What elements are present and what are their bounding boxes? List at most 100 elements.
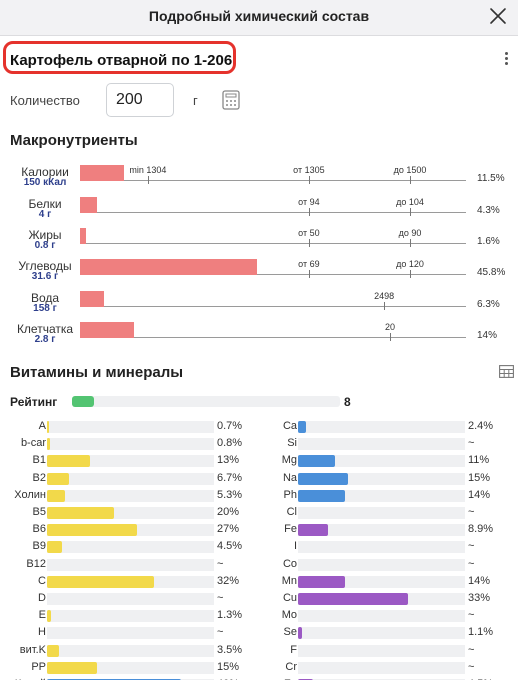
mineral-row: F ~ (261, 644, 511, 658)
nutrient-name: Co (282, 557, 297, 570)
macro-name: Белки (28, 197, 62, 211)
nutrient-bar (298, 593, 465, 605)
close-icon[interactable] (486, 4, 510, 28)
macro-tick (410, 208, 412, 216)
macro-tick-label: от 1305 (293, 165, 325, 175)
macro-tick-label: до 104 (396, 197, 424, 207)
mineral-row: Mo ~ (261, 609, 511, 623)
macro-amount: 0.8 г (34, 240, 56, 251)
quantity-input[interactable] (106, 83, 174, 117)
macro-row: Клетчатка 2.8 г 20 14% (0, 322, 518, 352)
nutrient-name: Холин (14, 488, 46, 501)
macro-name: Углеводы (18, 259, 72, 273)
nutrient-bar (47, 627, 214, 640)
vitamin-row: PP 15% (10, 661, 260, 675)
macro-tick (389, 333, 391, 341)
nutrient-name: Калий (10, 678, 46, 680)
nutrient-percent: 2.4% (468, 420, 494, 432)
vitamin-row: A 0.7% (10, 420, 260, 434)
mineral-row: Cu 33% (261, 592, 511, 606)
nutrient-percent: ~ (468, 557, 475, 570)
nutrient-bar (47, 507, 214, 519)
macro-axis (80, 212, 466, 213)
macro-amount: 2.8 г (34, 334, 56, 345)
nutrient-bar (298, 421, 465, 433)
macro-tick (410, 239, 412, 247)
nutrient-percent: 11% (468, 454, 490, 467)
nutrient-bar (47, 593, 214, 605)
macro-tick-label: от 69 (298, 259, 320, 269)
nutrient-name: Mn (281, 574, 297, 587)
mineral-row: Mg 11% (261, 454, 511, 468)
vitamin-row: B6 27% (10, 523, 260, 537)
vitamin-row: Холин 5.3% (10, 489, 260, 503)
macro-bar (80, 291, 105, 307)
nutrient-fill (298, 627, 302, 640)
macro-name: Жиры (28, 228, 62, 242)
nutrient-name: A (38, 420, 46, 432)
nutrient-bar (47, 524, 214, 537)
product-name: Картофель отварной по 1-206 (10, 52, 233, 69)
nutrient-bar (298, 558, 465, 571)
mineral-row: Na 15% (261, 472, 511, 486)
macro-name: Калории (21, 165, 69, 179)
nutrient-percent: ~ (217, 557, 224, 570)
macro-percent: 45.8% (477, 267, 506, 278)
nutrient-name: Mg (281, 454, 297, 467)
vitamin-row: B9 4.5% (10, 540, 260, 554)
nutrient-bar (47, 558, 214, 571)
nutrient-bar (298, 524, 465, 537)
nutrient-fill (47, 575, 154, 588)
quantity-label: Количество (10, 93, 80, 108)
nutrient-name: Cr (285, 660, 297, 673)
nutrient-fill (47, 472, 70, 485)
table-icon[interactable] (499, 365, 514, 378)
macro-tick (308, 208, 310, 216)
macro-amount: 31.6 г (31, 271, 59, 282)
macro-percent: 4.3% (477, 205, 500, 216)
nutrient-fill (47, 455, 91, 468)
nutrient-percent: 0.8% (217, 437, 243, 450)
macro-bar (80, 228, 87, 244)
nutrient-bar (298, 627, 465, 640)
nutrient-percent: ~ (468, 540, 475, 553)
nutrient-name: Mo (281, 609, 297, 622)
nutrient-bar (47, 575, 214, 588)
nutrient-percent: 40% (217, 678, 239, 680)
nutrient-bar (47, 489, 214, 502)
nutrient-bar (298, 507, 465, 519)
macro-percent: 6.3% (477, 299, 500, 310)
nutrient-name: B2 (32, 471, 46, 484)
nutrient-fill (298, 489, 345, 502)
macro-axis (80, 337, 466, 338)
mineral-row: Cl ~ (261, 506, 511, 520)
nutrient-bar (47, 661, 214, 674)
nutrient-percent: 1.3% (217, 609, 243, 622)
nutrient-name: Na (282, 471, 297, 484)
nutrient-name: B12 (26, 557, 46, 570)
macro-tick (147, 176, 149, 184)
nutrient-name: E (38, 609, 46, 622)
nutrient-fill (298, 472, 349, 485)
macro-amount: 4 г (38, 209, 52, 220)
nutrient-name: B5 (32, 506, 46, 518)
calculator-icon[interactable] (222, 90, 240, 110)
more-vertical-icon[interactable] (502, 50, 510, 70)
rating-label: Рейтинг (10, 395, 58, 409)
nutrient-name: D (38, 592, 46, 604)
nutrient-bar (298, 575, 465, 588)
macro-axis (80, 274, 466, 275)
nutrient-percent: 15% (468, 471, 491, 484)
nutrient-name: Zn (261, 678, 297, 680)
nutrient-fill (47, 421, 50, 433)
macro-bar (80, 259, 257, 275)
nutrient-fill (47, 524, 138, 537)
vitamin-row: вит.K 3.5% (10, 644, 260, 658)
mineral-row: Cr ~ (261, 661, 511, 675)
nutrient-name: Ph (283, 488, 297, 501)
nutrient-name: Se (283, 626, 297, 639)
mineral-row: Si ~ (261, 437, 511, 451)
nutrient-bar (47, 644, 214, 657)
vitamin-row: C 32% (10, 575, 260, 589)
nutrient-percent: ~ (468, 506, 475, 518)
